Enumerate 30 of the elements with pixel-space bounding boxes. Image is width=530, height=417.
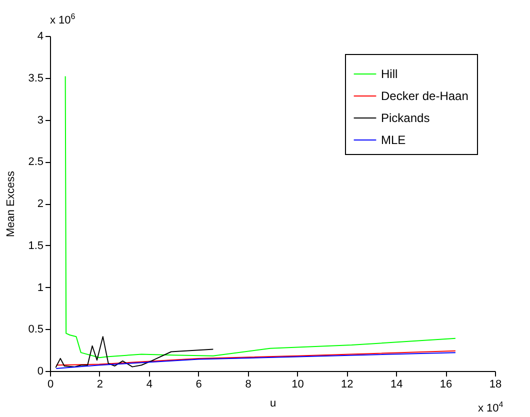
legend-label: MLE bbox=[381, 133, 406, 147]
line-series bbox=[56, 350, 456, 366]
x-tick-label: 0 bbox=[47, 378, 54, 390]
x-tick-label: 18 bbox=[489, 378, 502, 390]
legend-label: Decker de-Haan bbox=[381, 89, 468, 103]
y-tick-label: 3.5 bbox=[28, 72, 44, 84]
y-tick-label: 1.5 bbox=[28, 240, 44, 252]
y-axis-title: Mean Excess bbox=[5, 170, 18, 238]
line-series bbox=[55, 336, 214, 368]
x-tick-label: 4 bbox=[146, 378, 152, 390]
x-tick-label: 16 bbox=[440, 378, 452, 390]
text: x 10$^{4}$ bbox=[478, 400, 504, 415]
text: x 10$^{6}$ bbox=[50, 12, 76, 27]
x-tick-label: 12 bbox=[341, 378, 354, 390]
legend-label: Hill bbox=[381, 67, 398, 81]
x-tick-label: 8 bbox=[245, 378, 252, 390]
y-tick-label: 4 bbox=[37, 30, 44, 42]
y-tick-label: 0.5 bbox=[28, 324, 44, 336]
x-tick-label: 10 bbox=[292, 378, 304, 390]
x-tick-label: 14 bbox=[390, 378, 403, 390]
y-tick-label: 3 bbox=[37, 114, 44, 126]
x-tick-label: 2 bbox=[96, 378, 104, 390]
x-tick-label: 6 bbox=[196, 378, 202, 390]
y-tick-label: 2 bbox=[37, 198, 44, 210]
legend-label: Pickands bbox=[381, 111, 430, 125]
line-series bbox=[56, 352, 456, 369]
y-tick-label: 2.5 bbox=[28, 156, 44, 168]
y-tick-label: 0 bbox=[37, 366, 44, 378]
y-tick-label: 1 bbox=[37, 282, 44, 294]
x-axis-title: u bbox=[270, 398, 276, 410]
